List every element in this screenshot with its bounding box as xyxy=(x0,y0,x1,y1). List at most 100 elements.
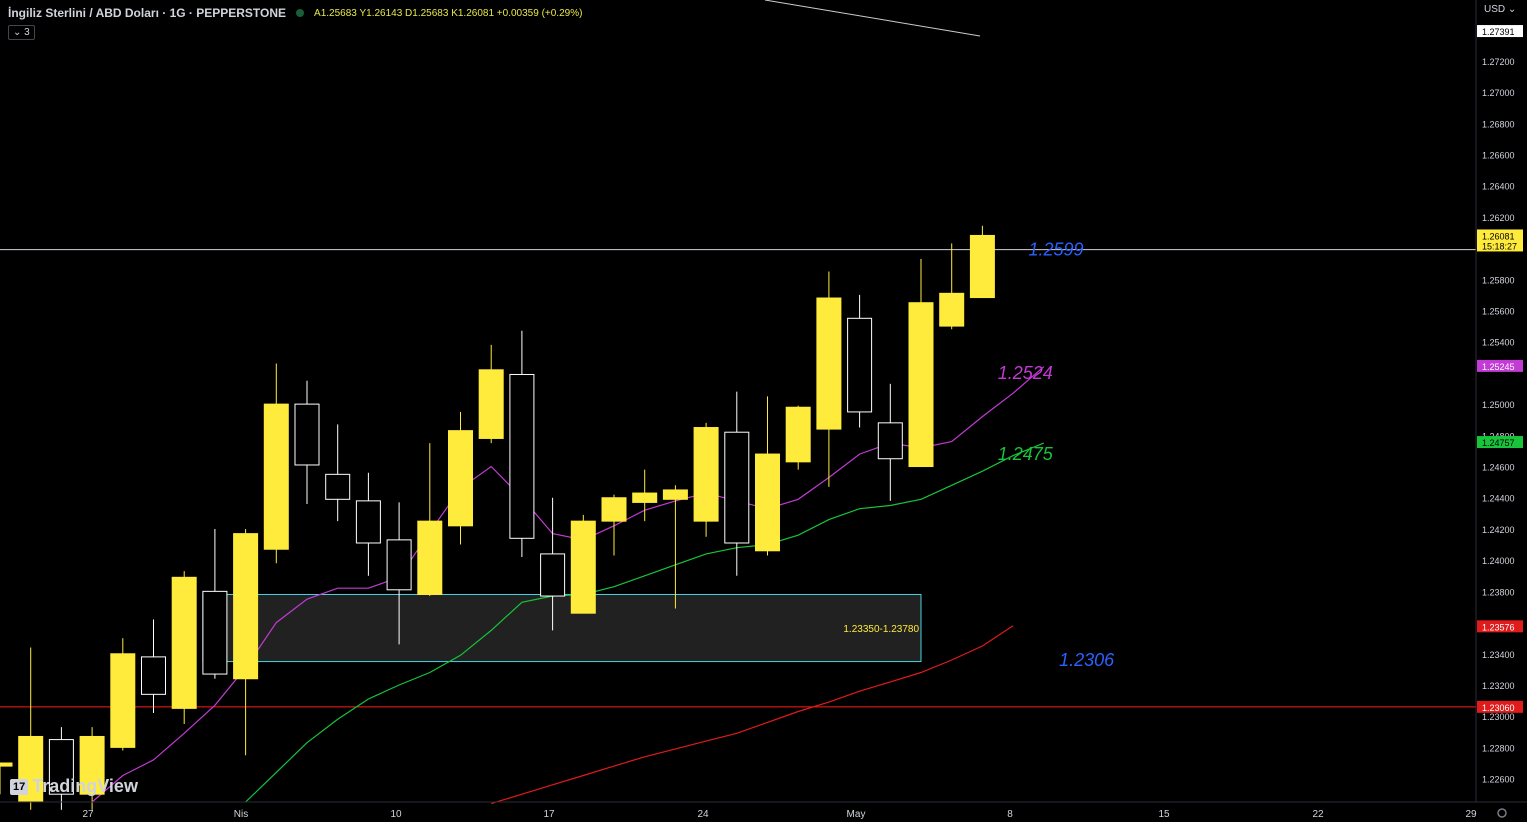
price-axis-tag-label: 1.23576 xyxy=(1482,622,1515,632)
candle xyxy=(969,225,995,299)
ohlc-values: A1.25683 Y1.26143 D1.25683 K1.26081 +0.0… xyxy=(314,7,583,19)
price-axis-tag-bg xyxy=(1477,359,1523,372)
price-axis-tag-bg xyxy=(1477,620,1523,633)
candle-body xyxy=(417,520,443,595)
candle-body xyxy=(785,406,811,463)
settings-gear-icon[interactable] xyxy=(1497,808,1507,818)
price-tick-label: 1.23000 xyxy=(1482,712,1515,722)
indicator-toggle[interactable]: ⌄ 3 xyxy=(8,25,35,40)
candle xyxy=(693,422,719,537)
candle xyxy=(509,330,535,558)
tradingview-logo[interactable]: 17 TradingView xyxy=(10,776,138,797)
price-axis-tag: 1.23060 xyxy=(1477,700,1523,713)
symbol-title[interactable]: İngiliz Sterlini / ABD Doları · 1G · PEP… xyxy=(8,6,287,20)
price-tick-label: 1.23400 xyxy=(1482,650,1515,660)
candle xyxy=(939,243,965,330)
demand-zone xyxy=(202,593,922,663)
candle xyxy=(386,502,412,645)
candle-body xyxy=(48,739,74,795)
price-tick-label: 1.23800 xyxy=(1482,587,1515,597)
time-tick-label: 29 xyxy=(1465,809,1477,820)
price-axis-tag-bg xyxy=(1477,25,1523,38)
time-tick-label: May xyxy=(847,809,866,820)
time-axis[interactable]: 27 Nis 10 17 24 May 8 15 22 29 xyxy=(0,801,1527,820)
price-axis-tag: 1.27391 xyxy=(1477,25,1523,38)
demand-zone-layer: 1.23350-1.23780 xyxy=(202,593,922,663)
price-annotation: 1.2524 xyxy=(998,363,1053,383)
candle-body xyxy=(294,403,320,466)
candle-body xyxy=(662,489,688,500)
price-tick-label: 1.22600 xyxy=(1482,775,1515,785)
candle-body xyxy=(233,533,259,680)
price-annotation: 1.2475 xyxy=(998,444,1054,464)
candle xyxy=(325,424,351,522)
candle-body xyxy=(141,656,166,695)
candle xyxy=(355,472,381,576)
candle-body xyxy=(171,576,197,709)
candle-body xyxy=(601,497,627,522)
demand-zone-label: 1.23350-1.23780 xyxy=(843,624,919,635)
candle xyxy=(171,571,197,724)
candle xyxy=(202,528,228,679)
candle xyxy=(0,762,13,795)
trend-line[interactable] xyxy=(764,0,981,37)
candle-body xyxy=(448,430,473,527)
candle-body xyxy=(18,735,44,803)
price-axis[interactable]: 1.27200 1.27000 1.26800 1.26600 1.26400 1.262… xyxy=(1475,0,1523,802)
candle xyxy=(141,619,166,714)
moving-average-line xyxy=(491,625,1014,805)
price-tick-label: 1.26400 xyxy=(1482,182,1515,192)
tradingview-icon: 17 xyxy=(10,778,29,795)
time-tick-label: Nis xyxy=(234,809,248,820)
price-tick-label: 1.24200 xyxy=(1482,525,1515,535)
price-annotation: 1.2306 xyxy=(1059,650,1115,670)
candle xyxy=(570,514,596,614)
price-tick-label: 1.24400 xyxy=(1482,494,1515,504)
symbol-header: İngiliz Sterlini / ABD Doları · 1G · PEP… xyxy=(8,6,582,20)
price-tick-label: 1.27000 xyxy=(1482,88,1515,98)
price-tick-label: 1.23200 xyxy=(1482,681,1515,691)
currency-label: USD xyxy=(1484,4,1506,15)
candle xyxy=(417,443,443,597)
candle xyxy=(724,391,750,576)
candle xyxy=(755,396,780,556)
price-labels-layer: 1.2599 1.2524 1.2475 1.2306 xyxy=(998,240,1115,670)
candle-body xyxy=(693,427,719,522)
candle-body xyxy=(325,473,351,500)
candle-body xyxy=(908,302,934,468)
candle xyxy=(110,638,136,751)
price-tick-label: 1.26200 xyxy=(1482,213,1515,223)
candle-body xyxy=(570,520,596,614)
candle xyxy=(877,383,903,501)
time-tick-label: 24 xyxy=(697,809,709,820)
candle xyxy=(263,363,289,564)
price-tick-label: 1.24000 xyxy=(1482,556,1515,566)
moving-average-line xyxy=(245,442,1045,803)
price-axis-tag: 1.24757 xyxy=(1477,436,1523,449)
currency-selector[interactable]: USD ⌄ xyxy=(1484,4,1517,15)
candle-body xyxy=(509,373,535,539)
candle-body xyxy=(632,492,658,503)
candle xyxy=(79,727,105,810)
candle xyxy=(847,294,873,428)
candle-body xyxy=(386,539,412,591)
candle xyxy=(448,411,473,545)
candle xyxy=(662,485,688,609)
price-axis-tag-label: 1.23060 xyxy=(1482,703,1515,713)
price-tick-label: 1.26600 xyxy=(1482,150,1515,160)
price-tick-label: 1.25400 xyxy=(1482,338,1515,348)
candle-body xyxy=(969,234,995,299)
candle-body xyxy=(540,553,566,597)
time-tick-label: 10 xyxy=(390,809,402,820)
candle-body xyxy=(939,292,965,327)
candle xyxy=(478,344,504,444)
candle xyxy=(785,405,811,470)
candle-body xyxy=(0,762,13,767)
candle-body xyxy=(478,369,504,439)
time-tick-label: 15 xyxy=(1158,809,1170,820)
candle xyxy=(540,497,566,631)
countdown-label: 15:18:27 xyxy=(1482,241,1517,251)
candle xyxy=(294,380,320,504)
